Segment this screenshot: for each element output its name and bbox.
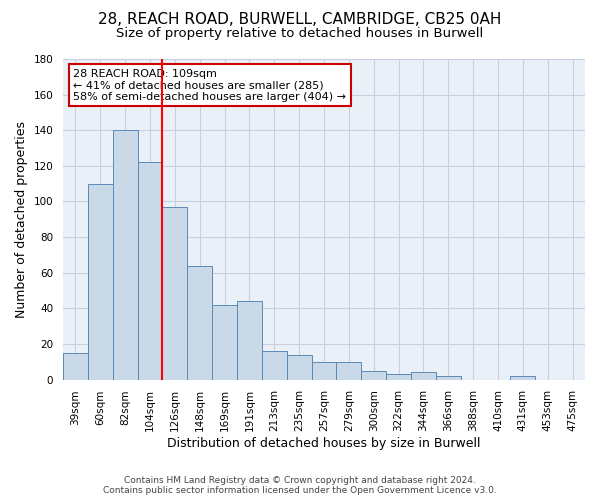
Text: 28 REACH ROAD: 109sqm
← 41% of detached houses are smaller (285)
58% of semi-det: 28 REACH ROAD: 109sqm ← 41% of detached … <box>73 68 346 102</box>
Bar <box>113 130 137 380</box>
Bar <box>88 184 113 380</box>
X-axis label: Distribution of detached houses by size in Burwell: Distribution of detached houses by size … <box>167 437 481 450</box>
Bar <box>63 353 88 380</box>
Bar <box>436 376 461 380</box>
Text: 28, REACH ROAD, BURWELL, CAMBRIDGE, CB25 0AH: 28, REACH ROAD, BURWELL, CAMBRIDGE, CB25… <box>98 12 502 28</box>
Text: Contains HM Land Registry data © Crown copyright and database right 2024.
Contai: Contains HM Land Registry data © Crown c… <box>103 476 497 495</box>
Y-axis label: Number of detached properties: Number of detached properties <box>15 121 28 318</box>
Bar <box>287 354 311 380</box>
Bar <box>237 301 262 380</box>
Text: Size of property relative to detached houses in Burwell: Size of property relative to detached ho… <box>116 28 484 40</box>
Bar <box>187 266 212 380</box>
Bar <box>137 162 163 380</box>
Bar <box>386 374 411 380</box>
Bar <box>212 305 237 380</box>
Bar <box>411 372 436 380</box>
Bar <box>311 362 337 380</box>
Bar <box>262 351 287 380</box>
Bar <box>163 207 187 380</box>
Bar <box>361 370 386 380</box>
Bar <box>511 376 535 380</box>
Bar <box>337 362 361 380</box>
